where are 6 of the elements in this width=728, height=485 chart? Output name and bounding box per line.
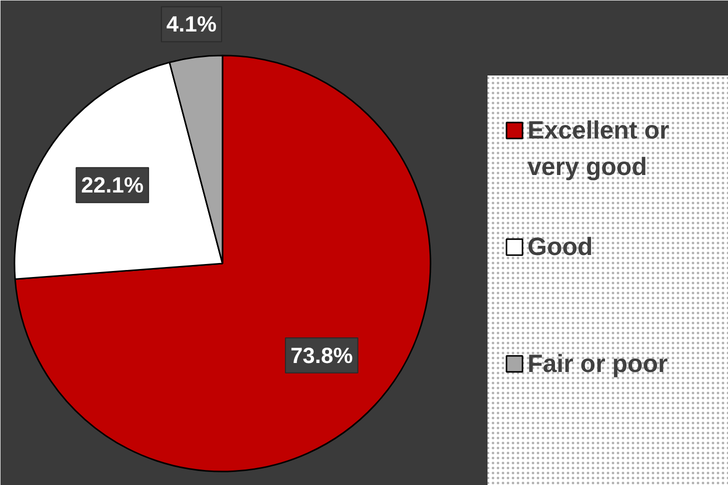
data-label: 4.1% bbox=[166, 12, 217, 37]
data-label: 22.1% bbox=[81, 172, 144, 198]
legend-label: Fair or poor bbox=[528, 350, 668, 378]
legend-label: Good bbox=[528, 233, 593, 262]
legend-label: Excellent or very good bbox=[528, 116, 670, 181]
data-label: 73.8% bbox=[290, 342, 353, 368]
